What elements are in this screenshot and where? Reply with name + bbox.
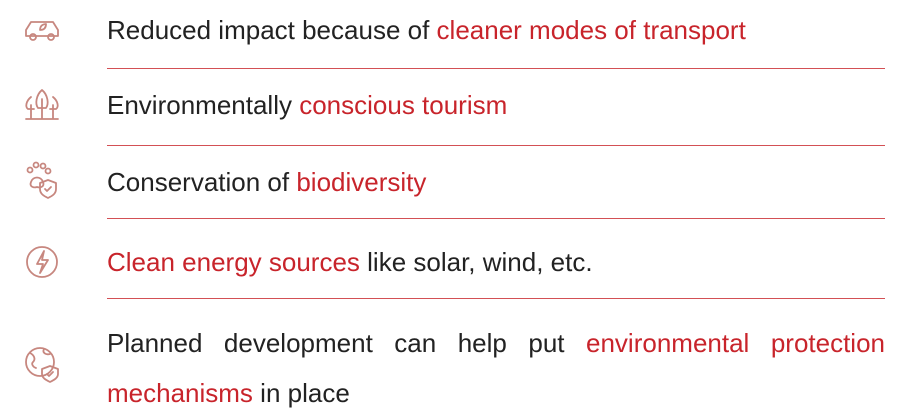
divider	[107, 218, 885, 219]
text-segment: Clean energy sources	[107, 247, 360, 277]
paw-shield-icon	[26, 161, 57, 199]
car-icon	[25, 21, 59, 41]
text-segment: Planned development can help put	[107, 328, 587, 358]
divider	[107, 298, 885, 299]
text-segment: Environmentally	[107, 90, 300, 120]
globe-shield-icon	[25, 347, 59, 383]
list-item: Planned development can help put environ…	[107, 318, 885, 418]
text-segment: Conservation of	[107, 167, 297, 197]
text-segment: biodiversity	[296, 167, 427, 197]
text-segment: conscious tourism	[299, 90, 508, 120]
text-segment: environmental protection mechanisms	[107, 328, 893, 408]
divider	[107, 68, 885, 69]
list-item: Environmentally conscious tourism	[107, 80, 885, 130]
list-item: Clean energy sources like solar, wind, e…	[107, 237, 885, 287]
text-segment: cleaner modes of transport	[436, 15, 746, 45]
page: Reduced impact because of cleaner modes …	[25, 5, 886, 408]
list-item: Reduced impact because of cleaner modes …	[107, 5, 885, 55]
divider	[107, 145, 885, 146]
list-item: Conservation of biodiversity	[107, 157, 885, 207]
text-segment: Reduced impact because of	[107, 15, 437, 45]
trees-icon	[25, 89, 59, 120]
text-segment: like solar, wind, etc.	[359, 247, 593, 277]
energy-icon	[26, 246, 58, 278]
text-segment: in place	[252, 378, 350, 408]
